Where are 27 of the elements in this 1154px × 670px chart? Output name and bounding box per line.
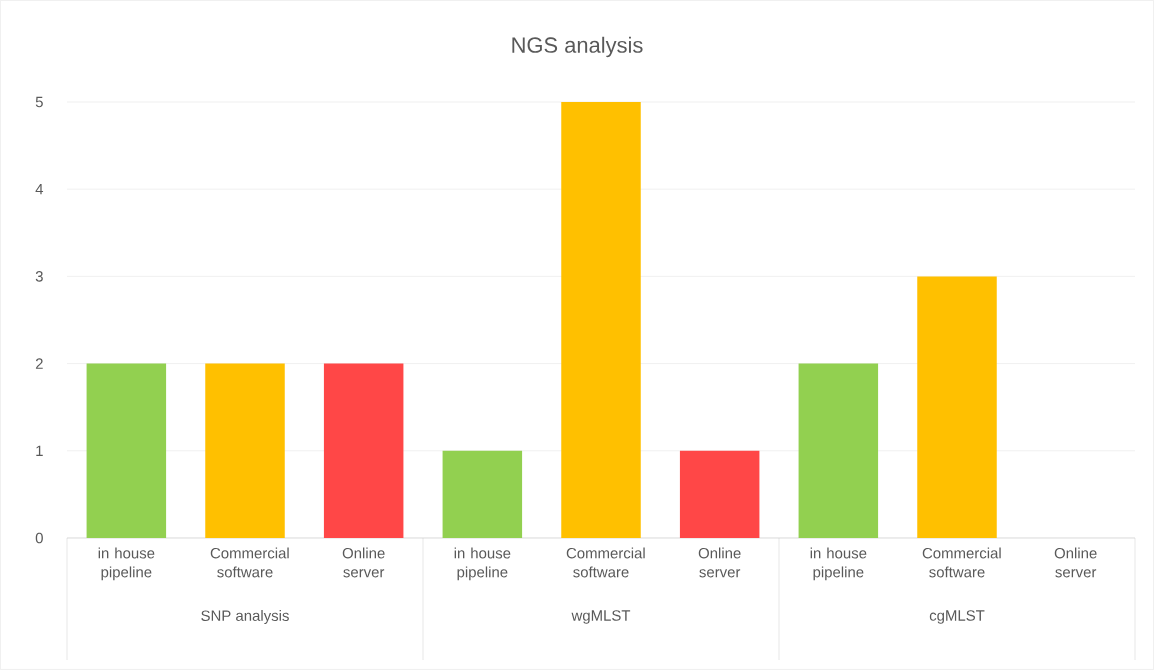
x-tick-label: in house pipeline [454, 547, 511, 581]
text: wgMLST [571, 610, 631, 624]
x-tick-label: Commercial software [210, 547, 289, 578]
bar [323, 363, 404, 538]
text: cgMLST [929, 610, 985, 624]
bar [442, 450, 523, 538]
y-tick-label: 0 [35, 532, 43, 544]
x-tick-label: Commercial software [566, 547, 645, 578]
bar [798, 363, 879, 538]
bar [679, 450, 760, 538]
text: SNP analysis [201, 610, 289, 624]
chart-title: NGS analysis [512, 36, 643, 58]
x-tick-label: in house pipeline [810, 547, 867, 581]
bar [86, 363, 167, 538]
y-tick-label: 2 [35, 358, 43, 369]
bar [205, 363, 285, 538]
bar [561, 101, 641, 538]
y-tick-label: 5 [35, 96, 43, 108]
y-tick-label: 1 [36, 445, 43, 456]
x-tick-label: Online server [342, 547, 385, 578]
x-tick-label: Online server [1054, 547, 1097, 578]
x-tick-label: Online server [698, 547, 741, 578]
x-tick-label: Commercial software [922, 547, 1001, 578]
x-tick-label: in house pipeline [98, 547, 155, 581]
bar [917, 276, 997, 538]
y-tick-label: 4 [35, 184, 44, 195]
y-tick-label: 3 [35, 271, 43, 282]
